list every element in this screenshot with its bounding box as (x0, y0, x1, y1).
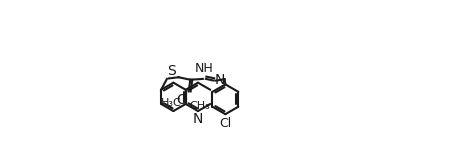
Text: N: N (193, 112, 203, 126)
Text: NH: NH (195, 62, 213, 75)
Text: S: S (167, 64, 176, 78)
Text: O: O (176, 93, 187, 107)
Text: N: N (215, 73, 225, 87)
Text: CH₃: CH₃ (190, 101, 211, 111)
Text: H₃C: H₃C (161, 98, 182, 108)
Text: Cl: Cl (219, 117, 231, 130)
